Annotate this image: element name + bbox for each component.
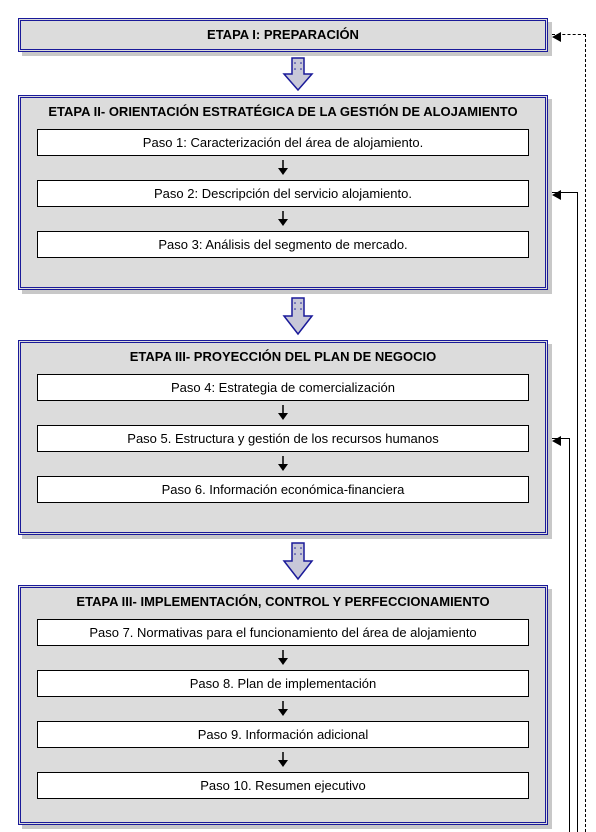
stage-1-title: ETAPA I: PREPARACIÓN (21, 21, 545, 46)
small-arrow-icon (21, 456, 545, 470)
step-5: Paso 5. Estructura y gestión de los recu… (37, 425, 529, 452)
stage-4: ETAPA III- IMPLEMENTACIÓN, CONTROL Y PER… (18, 585, 548, 825)
stage-4-title: ETAPA III- IMPLEMENTACIÓN, CONTROL Y PER… (21, 588, 545, 613)
feedback-line-2-v (577, 192, 578, 832)
small-arrow-icon (21, 701, 545, 715)
feedback-line-3-v (569, 438, 570, 832)
flowchart-canvas: ETAPA I: PREPARACIÓN ETAPA II- ORIENTACI… (0, 0, 596, 832)
step-7: Paso 7. Normativas para el funcionamient… (37, 619, 529, 646)
arrow-down-icon (282, 56, 314, 92)
stage-2: ETAPA II- ORIENTACIÓN ESTRATÉGICA DE LA … (18, 95, 548, 290)
step-1: Paso 1: Caracterización del área de aloj… (37, 129, 529, 156)
big-arrow-3 (282, 541, 314, 586)
step-3: Paso 3: Análisis del segmento de mercado… (37, 231, 529, 258)
feedback-arrowhead-3 (552, 433, 562, 451)
stage-3-title: ETAPA III- PROYECCIÓN DEL PLAN DE NEGOCI… (21, 343, 545, 368)
step-8: Paso 8. Plan de implementación (37, 670, 529, 697)
step-6: Paso 6. Información económica-financiera (37, 476, 529, 503)
arrow-down-icon (282, 541, 314, 581)
stage-2-title: ETAPA II- ORIENTACIÓN ESTRATÉGICA DE LA … (21, 98, 545, 123)
stage-1: ETAPA I: PREPARACIÓN (18, 18, 548, 52)
feedback-line-1-v (585, 34, 586, 832)
small-arrow-icon (21, 211, 545, 225)
stage-3: ETAPA III- PROYECCIÓN DEL PLAN DE NEGOCI… (18, 340, 548, 535)
arrow-down-icon (282, 296, 314, 336)
step-10: Paso 10. Resumen ejecutivo (37, 772, 529, 799)
step-4: Paso 4: Estrategia de comercialización (37, 374, 529, 401)
step-9: Paso 9. Información adicional (37, 721, 529, 748)
small-arrow-icon (21, 405, 545, 419)
big-arrow-1 (282, 56, 314, 97)
step-2: Paso 2: Descripción del servicio alojami… (37, 180, 529, 207)
feedback-arrowhead-1 (552, 29, 562, 47)
small-arrow-icon (21, 160, 545, 174)
small-arrow-icon (21, 752, 545, 766)
big-arrow-2 (282, 296, 314, 341)
small-arrow-icon (21, 650, 545, 664)
feedback-arrowhead-2 (552, 187, 562, 205)
